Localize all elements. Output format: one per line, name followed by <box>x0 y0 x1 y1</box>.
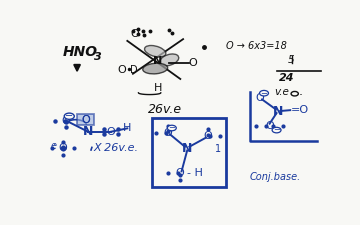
Text: N: N <box>153 56 163 66</box>
Text: O: O <box>189 58 197 68</box>
Text: O: O <box>176 168 185 178</box>
Text: O: O <box>265 121 274 131</box>
Bar <box>152 118 226 187</box>
Text: D: D <box>130 65 138 75</box>
Text: .: . <box>299 86 303 98</box>
Text: O: O <box>204 131 212 141</box>
Text: N: N <box>273 105 283 117</box>
Circle shape <box>260 90 269 96</box>
Text: O: O <box>130 29 139 39</box>
Text: −: − <box>65 111 73 121</box>
Text: O: O <box>59 143 68 153</box>
Text: −: − <box>168 124 175 133</box>
Text: O: O <box>62 116 70 126</box>
Ellipse shape <box>143 63 168 74</box>
Text: O: O <box>81 115 90 125</box>
Text: 5: 5 <box>288 55 294 65</box>
Text: Conj.base.: Conj.base. <box>250 172 301 182</box>
Text: 1: 1 <box>215 144 221 154</box>
Text: 24: 24 <box>279 73 295 83</box>
Circle shape <box>64 113 74 119</box>
Text: :: : <box>53 141 57 151</box>
Text: O: O <box>106 127 115 137</box>
Text: X 26v.e.: X 26v.e. <box>94 143 139 153</box>
Text: O: O <box>163 128 172 138</box>
Text: −: − <box>273 126 280 135</box>
Text: H: H <box>123 123 131 133</box>
Text: O: O <box>256 93 264 103</box>
Text: =O: =O <box>291 105 309 115</box>
Text: - H: - H <box>187 168 203 178</box>
Ellipse shape <box>159 54 179 66</box>
Text: O → 6x3=18: O → 6x3=18 <box>226 41 287 51</box>
Text: O: O <box>81 115 90 125</box>
Text: H: H <box>154 83 162 93</box>
Text: e: e <box>50 141 57 151</box>
Text: N: N <box>83 125 94 138</box>
Circle shape <box>167 125 176 131</box>
Circle shape <box>272 127 281 133</box>
Text: HNO: HNO <box>63 45 98 59</box>
Text: 26v.e: 26v.e <box>148 103 183 116</box>
Text: v.e: v.e <box>274 88 289 97</box>
FancyBboxPatch shape <box>77 115 94 125</box>
Text: O: O <box>117 65 126 75</box>
Text: N: N <box>182 142 192 155</box>
Text: 3: 3 <box>94 52 102 62</box>
Ellipse shape <box>145 45 166 57</box>
Text: −: − <box>261 89 267 98</box>
